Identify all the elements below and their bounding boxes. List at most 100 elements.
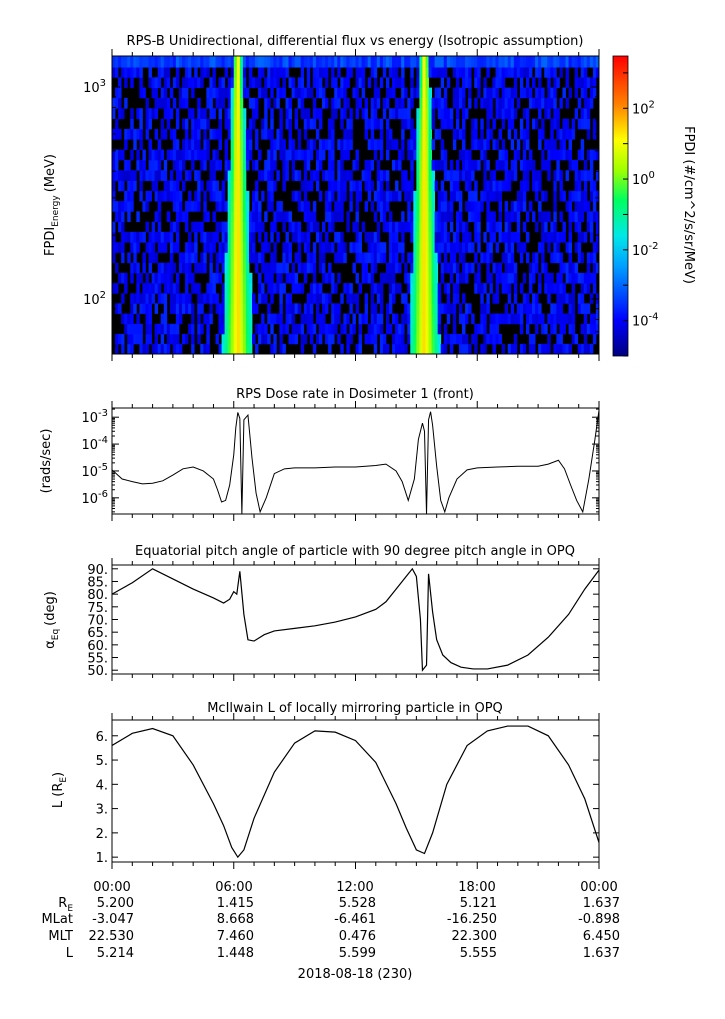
spectrogram-cell [185, 252, 189, 264]
spectrogram-cell [312, 67, 317, 78]
spectrogram-cell [395, 252, 399, 264]
spectrogram-cell [334, 97, 338, 109]
spectrogram-cell [562, 323, 566, 335]
spectrogram-cell [425, 252, 429, 264]
spectrogram-cell [376, 323, 381, 335]
spectrogram-cell [519, 190, 524, 202]
spectrogram-cell [486, 211, 490, 223]
spectrogram-cell [595, 221, 600, 233]
spectrogram-cell [291, 283, 296, 294]
spectrogram-cell [325, 303, 329, 314]
spectrogram-cell [577, 118, 582, 130]
spectrogram-cell [239, 87, 244, 99]
spectrogram-cell [270, 180, 274, 192]
spectrogram-cell [565, 67, 569, 78]
spectrogram-cell [154, 252, 159, 264]
spectrogram-cell [452, 323, 457, 335]
spectrogram-cell [416, 149, 420, 161]
spectrogram-cell [492, 180, 496, 192]
spectrogram-cell [580, 211, 585, 223]
spectrogram-cell [197, 97, 201, 109]
spectrogram-cell [367, 77, 372, 88]
spectrogram-cell [127, 190, 131, 202]
spectrogram-cell [410, 221, 414, 233]
spectrogram-cell [443, 118, 448, 130]
spectrogram-cell [352, 159, 356, 171]
spectrogram-cell [121, 149, 125, 161]
spectrogram-cell [455, 333, 460, 345]
spectrogram-cell [565, 293, 569, 304]
spectrogram-cell [242, 211, 247, 223]
spectrogram-cell [361, 67, 366, 78]
spectrogram-cell [264, 118, 268, 130]
spectrogram-cell [489, 108, 493, 120]
spectrogram-cell [392, 221, 396, 233]
spectrogram-cell [151, 149, 156, 161]
spectrogram-cell [535, 56, 539, 68]
spectrogram-cell [166, 333, 171, 345]
spectrogram-cell [148, 56, 152, 68]
spectrogram-cell [115, 343, 119, 355]
spectrogram-cell [312, 77, 317, 88]
spectrogram-cell [160, 97, 165, 109]
spectrogram-cell [124, 139, 128, 150]
spectrogram-cell [212, 242, 216, 253]
spectrogram-cell [483, 231, 487, 243]
time-label-1: 06:00 [215, 880, 252, 895]
spectrogram-cell [270, 170, 274, 181]
spectrogram-cell [236, 87, 241, 99]
spectrogram-cell [239, 262, 244, 274]
spectrogram-cell [154, 128, 159, 140]
spectrogram-cell [343, 87, 347, 99]
spectrogram-cell [227, 77, 232, 88]
spectrogram-cell [148, 262, 152, 274]
spectrogram-cell [364, 128, 369, 140]
y-tick-label-3-5: 6. [96, 730, 108, 745]
spectrogram-cell [258, 149, 262, 161]
spectrogram-cell [370, 252, 375, 264]
spectrogram-cell [160, 128, 165, 140]
spectrogram-cell [224, 242, 229, 253]
spectrogram-cell [197, 128, 201, 140]
spectrogram-cell [452, 262, 457, 274]
spectrogram-cell [528, 56, 533, 68]
spectrogram-cell [233, 323, 238, 335]
spectrogram-cell [452, 293, 457, 304]
spectrogram-cell [188, 201, 192, 212]
spectrogram-cell [474, 221, 478, 233]
spectrogram-cell [242, 343, 247, 355]
spectrogram-cell [282, 283, 286, 294]
spectrogram-cell [525, 313, 530, 325]
spectrogram-cell [407, 149, 411, 161]
spectrogram-cell [291, 323, 296, 335]
spectrogram-cell [133, 242, 137, 253]
spectrogram-cell [422, 108, 426, 120]
spectrogram-cell [583, 272, 588, 284]
spectrogram-cell [172, 56, 177, 68]
spectrogram-cell [407, 190, 411, 202]
spectrogram-cell [465, 159, 469, 171]
spectrogram-cell [541, 128, 545, 140]
spectrogram-cell [303, 87, 308, 99]
spectrogram-cell [270, 139, 274, 150]
spectrogram-cell [370, 67, 375, 78]
spectrogram-cell [486, 201, 490, 212]
spectrogram-cell [124, 170, 128, 181]
spectrogram-cell [221, 313, 226, 325]
spectrogram-cell [385, 221, 390, 233]
spectrogram-cell [501, 283, 506, 294]
spectrogram-cell [148, 242, 152, 253]
spectrogram-cell [349, 303, 353, 314]
spectrogram-cell [127, 170, 131, 181]
spectrogram-cell [248, 221, 253, 233]
spectrogram-cell [279, 139, 283, 150]
spectrogram-cell [127, 180, 131, 192]
spectrogram-cell [373, 56, 378, 68]
spectrogram-cell [318, 283, 323, 294]
spectrogram-cell [276, 97, 280, 109]
spectrogram-cell [270, 221, 274, 233]
spectrogram-cell [127, 201, 131, 212]
spectrogram-cell [224, 283, 229, 294]
spectrogram-cell [227, 87, 232, 99]
spectrogram-cell [160, 149, 165, 161]
